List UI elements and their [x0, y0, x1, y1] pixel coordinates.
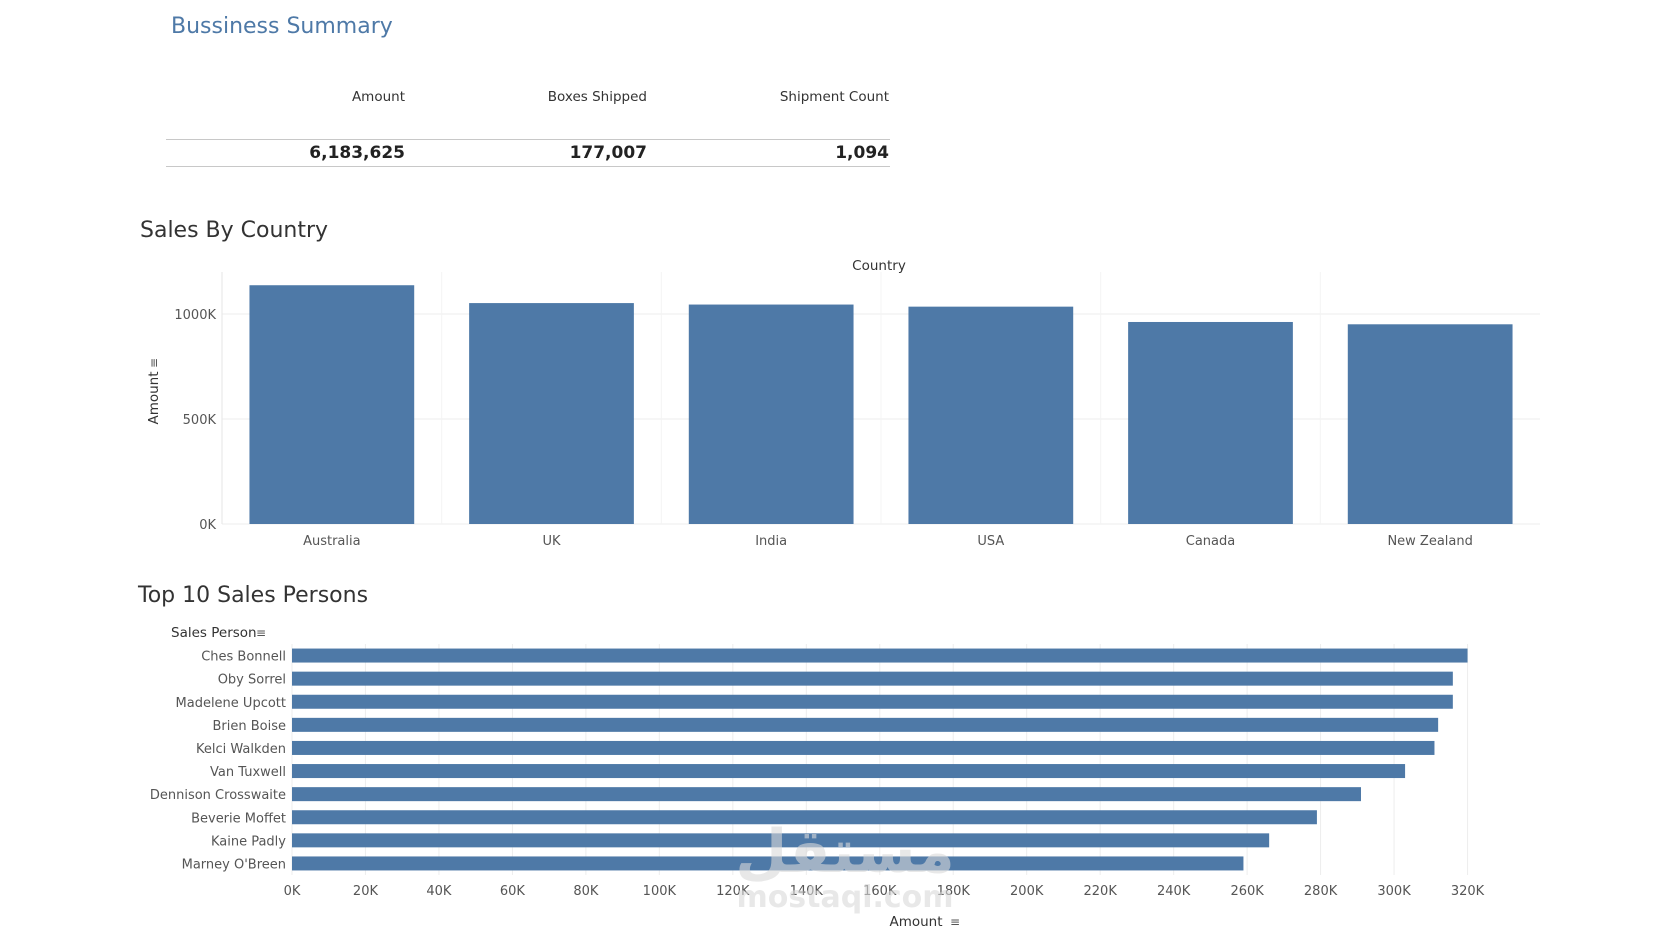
watermark-subtext: mostaql.com: [736, 880, 953, 915]
salesperson-bar-chart: 0K 20K 40K 60K 80K 100K 120K 140K 160K 180K 200K 22…: [150, 625, 1485, 927]
person-label-3: Brien Boise: [213, 719, 287, 734]
person-bar-7[interactable]: [292, 810, 1317, 825]
person-label-2: Madelene Upcott: [176, 696, 286, 711]
person-xtick-2: 40K: [426, 884, 452, 899]
person-xtick-12: 240K: [1157, 884, 1191, 899]
person-bar-0[interactable]: [292, 648, 1468, 663]
person-label-9: Marney O'Breen: [182, 857, 286, 872]
country-xtick-2: India: [755, 534, 787, 549]
sort-descending-icon[interactable]: ≡: [256, 626, 266, 640]
country-ytick-0: 0K: [199, 518, 216, 533]
person-bar-4[interactable]: [292, 740, 1435, 755]
person-xtick-11: 220K: [1084, 884, 1118, 899]
person-label-1: Oby Sorrel: [218, 673, 286, 688]
person-xtick-3: 60K: [500, 884, 526, 899]
person-label-0: Ches Bonnell: [201, 650, 286, 665]
person-xtick-4: 80K: [573, 884, 599, 899]
kpi-header-boxes-shipped: Boxes Shipped: [547, 89, 647, 105]
country-y-axis-title: Amount: [146, 371, 162, 424]
person-label-5: Van Tuxwell: [210, 765, 286, 780]
kpi-bottom-divider: [166, 166, 890, 167]
country-bar-5[interactable]: [1347, 324, 1513, 524]
country-xtick-1: UK: [542, 534, 561, 549]
page-title: Bussiness Summary: [171, 14, 393, 39]
kpi-header-shipment-count: Shipment Count: [779, 89, 889, 105]
person-label-7: Beverie Moffet: [191, 811, 286, 826]
country-bar-3[interactable]: [908, 306, 1074, 524]
person-bar-2[interactable]: [292, 694, 1453, 709]
person-bar-8[interactable]: [292, 833, 1270, 848]
person-y-axis-title: Sales Person: [171, 625, 257, 641]
country-bar-1[interactable]: [469, 303, 634, 524]
person-xtick-8: 160K: [863, 884, 897, 899]
person-bar-9[interactable]: [292, 856, 1244, 871]
person-label-8: Kaine Padly: [211, 834, 286, 849]
country-x-axis-title: Country: [852, 258, 906, 274]
watermark-text: مستقل: [735, 817, 954, 887]
person-xtick-7: 140K: [790, 884, 824, 899]
person-xtick-5: 100K: [643, 884, 677, 899]
person-label-4: Kelci Walkden: [196, 742, 286, 757]
country-xtick-0: Australia: [303, 534, 361, 549]
kpi-value-shipment-count: 1,094: [835, 143, 889, 163]
salesperson-chart-title: Top 10 Sales Persons: [138, 583, 369, 608]
person-bar-5[interactable]: [292, 764, 1406, 779]
person-xtick-0: 0K: [284, 884, 301, 899]
country-bar-chart: 0K 500K 1000K Australia UK India USA Canada New …: [146, 258, 1540, 549]
person-xtick-16: 320K: [1451, 884, 1485, 899]
person-xtick-15: 300K: [1377, 884, 1411, 899]
kpi-header-amount: Amount: [351, 89, 405, 105]
country-ytick-1: 500K: [183, 413, 217, 428]
person-xtick-14: 280K: [1304, 884, 1338, 899]
country-chart-title: Sales By Country: [140, 218, 329, 243]
person-x-axis-title: Amount: [889, 914, 942, 927]
person-bar-1[interactable]: [292, 671, 1453, 686]
kpi-value-boxes-shipped: 177,007: [569, 143, 647, 163]
country-bar-0[interactable]: [249, 285, 415, 524]
person-xtick-1: 20K: [353, 884, 379, 899]
person-xtick-13: 260K: [1230, 884, 1264, 899]
kpi-value-amount: 6,183,625: [309, 143, 405, 163]
country-bar-2[interactable]: [688, 304, 854, 524]
person-xtick-9: 180K: [937, 884, 971, 899]
person-xtick-6: 120K: [716, 884, 750, 899]
country-bar-4[interactable]: [1128, 321, 1293, 524]
person-label-6: Dennison Crosswaite: [150, 788, 286, 803]
country-xtick-5: New Zealand: [1387, 534, 1472, 549]
person-bar-3[interactable]: [292, 717, 1439, 732]
person-xtick-10: 200K: [1010, 884, 1044, 899]
country-xtick-3: USA: [977, 534, 1004, 549]
sort-descending-icon[interactable]: ≡: [950, 915, 960, 927]
person-bar-6[interactable]: [292, 787, 1361, 802]
country-ytick-2: 1000K: [174, 308, 216, 323]
kpi-top-divider: [166, 139, 890, 140]
country-xtick-4: Canada: [1186, 534, 1235, 549]
sort-descending-icon[interactable]: ≡: [147, 358, 161, 368]
